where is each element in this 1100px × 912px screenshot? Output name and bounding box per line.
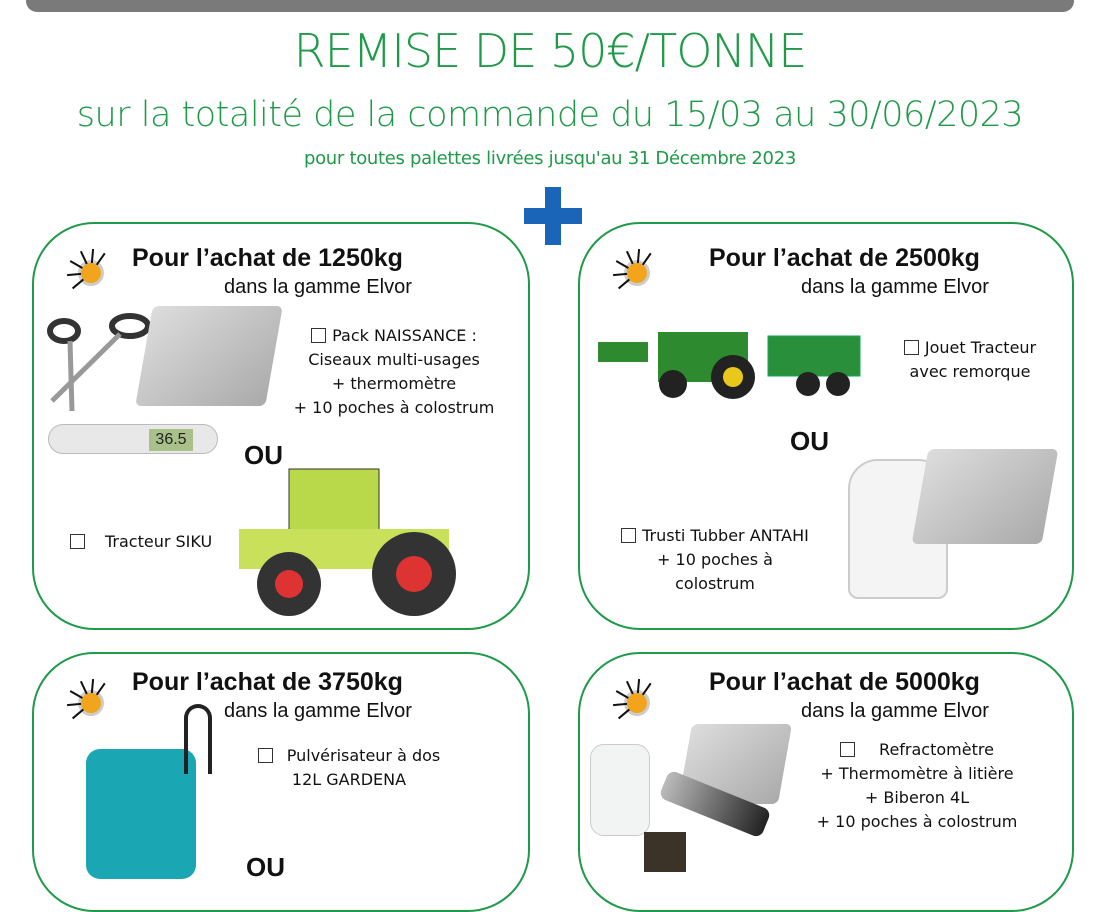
offer-card-1250kg: Pour l’achat de 1250kg dans la gamme Elv… bbox=[32, 222, 530, 630]
colostrum-pouches-image bbox=[911, 449, 1059, 544]
checkbox[interactable] bbox=[70, 534, 85, 549]
promo-subtitle: sur la totalité de la commande du 15/03 … bbox=[76, 95, 1024, 135]
offer-card-2500kg: Pour l’achat de 2500kg dans la gamme Elv… bbox=[578, 222, 1074, 630]
checkbox[interactable] bbox=[840, 742, 856, 757]
option-jouet-tracteur[interactable]: Jouet Tracteur avec remorque bbox=[870, 336, 1070, 384]
or-label: OU bbox=[244, 440, 283, 470]
litter-thermometer-image bbox=[644, 832, 686, 872]
thermometer-display: 36.5 bbox=[149, 429, 193, 451]
or-label: OU bbox=[246, 852, 285, 882]
offer-card-5000kg: Pour l’achat de 5000kg dans la gamme Elv… bbox=[578, 652, 1074, 912]
sun-logo-icon bbox=[610, 242, 654, 292]
card-subtitle: dans la gamme Elvor bbox=[801, 700, 989, 722]
sun-ray bbox=[617, 278, 630, 290]
bottle-image bbox=[590, 744, 650, 836]
checkbox[interactable] bbox=[621, 528, 637, 543]
sprayer-hose bbox=[184, 704, 212, 774]
sun-logo-icon bbox=[64, 242, 108, 292]
siku-tractor-image bbox=[239, 468, 456, 616]
option-refractometre[interactable]: Refractomètre + Thermomètre à litière + B… bbox=[816, 740, 1018, 831]
sun-logo-icon bbox=[64, 672, 108, 722]
checkbox[interactable] bbox=[903, 340, 919, 355]
colostrum-pouches-image bbox=[135, 306, 283, 406]
option-trusti-tubber[interactable]: Trusti Tubber ANTAHI + 10 poches à colost… bbox=[600, 524, 830, 596]
checkbox[interactable] bbox=[257, 748, 273, 763]
card-subtitle: dans la gamme Elvor bbox=[801, 276, 989, 298]
promo-title: REMISE DE 50€/TONNE bbox=[293, 24, 808, 78]
checkbox[interactable] bbox=[311, 328, 327, 343]
thermometer-image: 36.5 bbox=[48, 424, 218, 454]
sprayer-image bbox=[86, 749, 196, 879]
card-title: Pour l’achat de 2500kg bbox=[709, 244, 980, 272]
card-subtitle: dans la gamme Elvor bbox=[224, 700, 412, 722]
toy-tractor-trailer-image bbox=[598, 332, 861, 399]
card-title: Pour l’achat de 3750kg bbox=[132, 668, 403, 696]
sun-ray bbox=[71, 708, 84, 720]
or-label: OU bbox=[790, 426, 829, 456]
sun-logo-icon bbox=[610, 672, 654, 722]
promo-note: pour toutes palettes livrées jusqu'au 31… bbox=[303, 148, 797, 169]
card-title: Pour l’achat de 1250kg bbox=[132, 244, 403, 272]
top-banner-bar bbox=[26, 0, 1074, 12]
plus-icon bbox=[524, 187, 582, 245]
option-tracteur-siku[interactable]: Tracteur SIKU bbox=[70, 530, 212, 554]
scissors-image bbox=[47, 313, 151, 412]
sun-ray bbox=[71, 278, 84, 290]
card-title: Pour l’achat de 5000kg bbox=[709, 668, 980, 696]
option-pack-naissance[interactable]: Pack NAISSANCE : Ciseaux multi-usages + t… bbox=[293, 326, 495, 417]
offer-card-3750kg: Pour l’achat de 3750kg dans la gamme Elv… bbox=[32, 652, 530, 912]
option-pulverisateur[interactable]: Pulvérisateur à dos 12L GARDENA bbox=[239, 744, 459, 792]
card-subtitle: dans la gamme Elvor bbox=[224, 276, 412, 298]
sun-ray bbox=[617, 708, 630, 720]
